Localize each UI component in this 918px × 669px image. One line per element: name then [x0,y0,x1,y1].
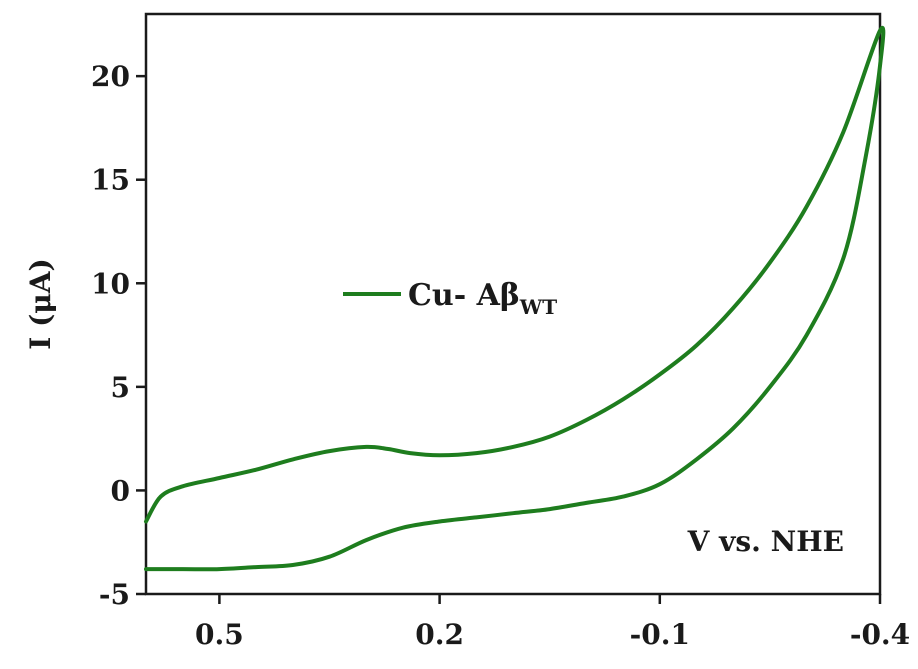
x-tick-label: 0.2 [415,618,464,651]
y-tick-label: 0 [111,474,130,507]
y-tick-label: 10 [91,267,130,300]
y-tick-label: -5 [99,578,130,611]
plot-frame [144,12,882,596]
axis-annotation: V vs. NHE [687,525,844,558]
x-axis-ticks: 0.5 0.2 -0.1 -0.4 [195,594,910,651]
y-axis-title: I (μA) [24,258,57,350]
y-tick-label: 5 [111,371,130,404]
legend: Cu- AβWT [343,278,557,319]
y-tick-label: 15 [91,164,130,197]
x-tick-label: -0.4 [850,618,910,651]
x-tick-label: 0.5 [195,618,244,651]
series-line [144,26,886,572]
y-axis-ticks: -5 0 5 10 15 20 [91,60,146,611]
x-tick-label: -0.1 [630,618,690,651]
y-tick-label: 20 [91,60,130,93]
legend-label: Cu- AβWT [408,278,557,319]
series-layer [144,26,886,572]
